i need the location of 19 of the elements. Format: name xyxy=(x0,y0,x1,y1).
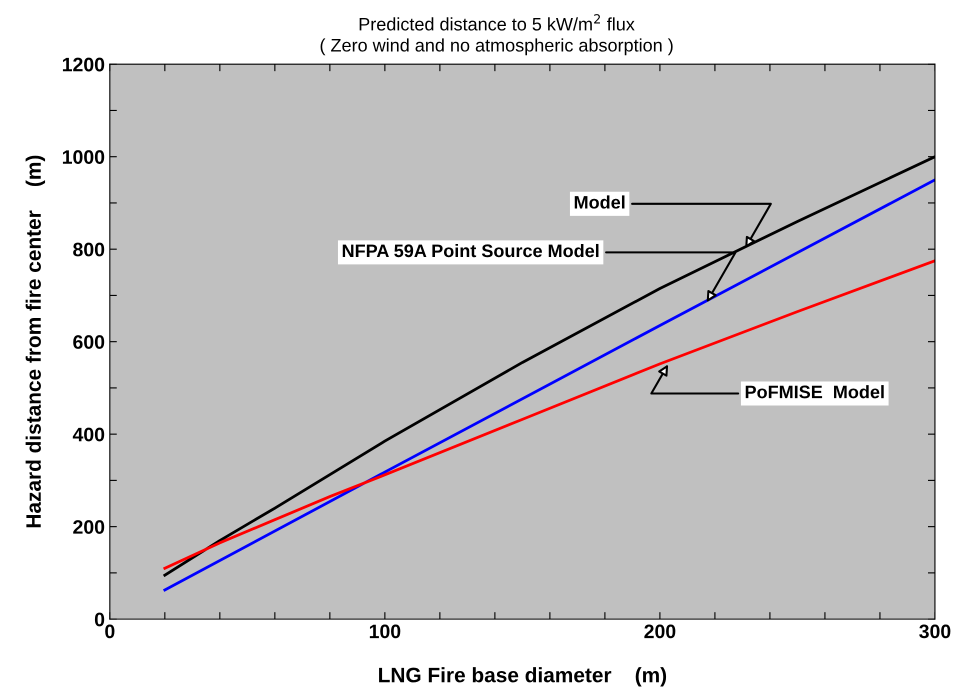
annotation: PoFMISE Model xyxy=(746,385,884,398)
y-tick-label: 1200 xyxy=(62,58,104,72)
x-tick-label: 0 xyxy=(105,624,114,638)
y-tick-label: 400 xyxy=(72,428,104,442)
x-tick-label: 300 xyxy=(919,624,950,638)
y-tick-label: 0 xyxy=(94,612,104,626)
y-tick-label: 1000 xyxy=(62,150,104,164)
y-axis-title: Hazard distance from fire center (m) xyxy=(26,156,46,528)
y-tick-label: 600 xyxy=(73,335,104,349)
y-tick-label: 200 xyxy=(73,520,104,534)
chart-title: Predicted distance to 5 kW/m$^{2}$ flux xyxy=(360,14,635,31)
x-axis-title: LNG Fire base diameter (m) xyxy=(379,667,666,687)
x-tick-label: 200 xyxy=(644,624,676,638)
line-series xyxy=(163,259,935,570)
chart-subtitle: ( Zero wind and no atmospheric absorption ) xyxy=(320,38,673,56)
annotation: Model xyxy=(574,195,624,209)
annotation: NFPA 59A Point Source Model xyxy=(342,244,598,258)
x-tick-label: 100 xyxy=(370,624,400,638)
y-tick-label: 800 xyxy=(73,242,104,256)
